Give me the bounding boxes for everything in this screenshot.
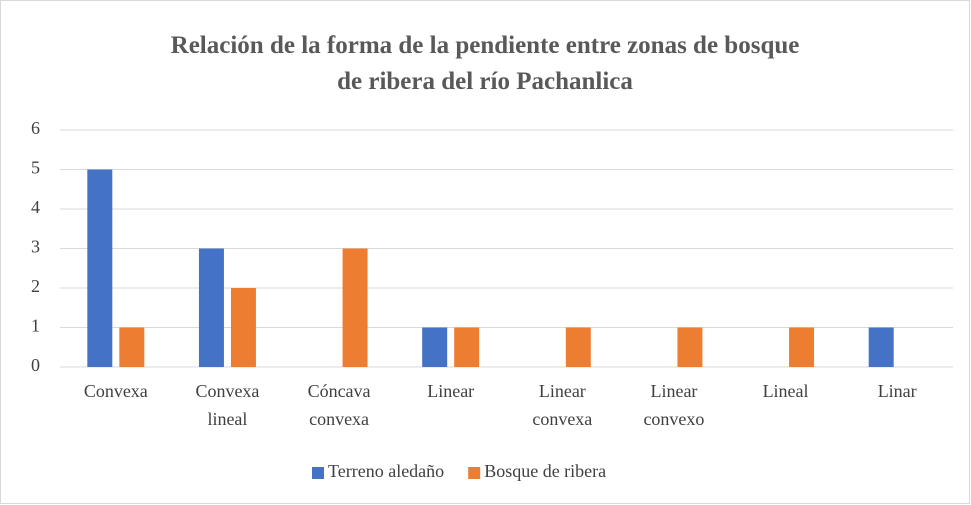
x-tick-label-line: Linar [878, 381, 917, 401]
bar [230, 288, 256, 367]
x-tick-label: Linear convexa [532, 381, 592, 429]
x-tick-label: Convexa lineal [195, 381, 259, 429]
x-tick-label-line: Cóncava [308, 381, 371, 401]
y-tick-label: 4 [31, 197, 40, 217]
x-tick-label: Cóncava convexa [308, 381, 371, 429]
bar [868, 327, 894, 367]
x-tick-label-line: Convexa [195, 381, 259, 401]
y-tick-label: 1 [31, 316, 40, 336]
x-tick-label-line: convexa [532, 409, 592, 429]
bar [198, 248, 224, 367]
bar [87, 169, 113, 367]
bar [422, 327, 448, 367]
x-tick-label: Convexa [84, 381, 148, 401]
bar [342, 248, 368, 367]
x-tick-label: Linear convexo [643, 381, 704, 429]
bar [454, 327, 480, 367]
legend-label: Bosque de ribera [484, 461, 606, 481]
x-tick-label-line: Convexa [84, 381, 148, 401]
y-tick-label: 0 [31, 355, 40, 375]
chart-title: Relación de la forma de la pendiente ent… [170, 32, 800, 95]
x-tick-label: Linear [427, 381, 474, 401]
bar [789, 327, 815, 367]
y-tick-label: 3 [31, 237, 40, 257]
y-tick-label: 5 [31, 158, 40, 178]
bar [677, 327, 703, 367]
x-tick-label-line: Linear [650, 381, 697, 401]
x-tick-label-line: lineal [207, 409, 247, 429]
x-tick-label: Lineal [763, 381, 809, 401]
x-tick-label: Linar [878, 381, 917, 401]
legend-label: Terreno aledaño [328, 461, 444, 481]
legend-swatch [312, 467, 324, 479]
legend-swatch [468, 467, 481, 479]
x-tick-label-line: convexa [309, 409, 369, 429]
y-tick-label: 2 [31, 276, 40, 296]
x-tick-label-line: Linear [539, 381, 586, 401]
x-tick-label-line: Linear [427, 381, 474, 401]
x-tick-label-line: convexo [643, 409, 704, 429]
x-tick-label-line: Lineal [763, 381, 809, 401]
bar [565, 327, 591, 367]
y-tick-label: 6 [31, 118, 40, 138]
bar [119, 327, 145, 367]
